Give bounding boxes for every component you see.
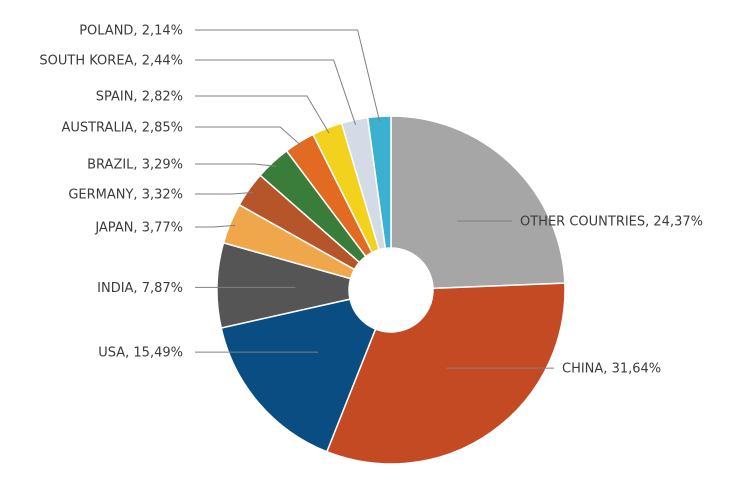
leader-line-poland bbox=[195, 29, 381, 122]
leader-line-south-korea bbox=[195, 59, 357, 126]
label-other-countries: OTHER COUNTRIES, 24,37% bbox=[520, 215, 703, 230]
label-china: CHINA, 31,64% bbox=[562, 362, 661, 377]
label-spain: SPAIN, 2,82% bbox=[96, 90, 183, 105]
label-india: INDIA, 7,87% bbox=[97, 281, 183, 296]
label-germany: GERMANY, 3,32% bbox=[68, 188, 183, 203]
label-brazil: BRAZIL, 3,29% bbox=[87, 158, 183, 173]
slices-group bbox=[216, 115, 566, 465]
leader-line-japan bbox=[195, 224, 236, 228]
label-south-korea: SOUTH KOREA, 2,44% bbox=[39, 54, 183, 69]
leader-line-germany bbox=[195, 192, 254, 195]
leader-line-brazil bbox=[195, 163, 277, 167]
leader-line-australia bbox=[195, 126, 303, 147]
labels-group: OTHER COUNTRIES, 24,37% CHINA, 31,64% USA,… bbox=[39, 24, 703, 377]
leader-line-spain bbox=[195, 95, 330, 134]
label-japan: JAPAN, 3,77% bbox=[94, 221, 183, 236]
slice-usa bbox=[220, 298, 377, 453]
label-australia: AUSTRALIA, 2,85% bbox=[61, 121, 183, 136]
slice-other-countries bbox=[390, 115, 566, 290]
label-poland: POLAND, 2,14% bbox=[79, 24, 183, 39]
slice-poland bbox=[366, 115, 392, 250]
label-usa: USA, 15,49% bbox=[98, 346, 183, 361]
slice-china bbox=[325, 282, 566, 465]
leader-lines-group bbox=[195, 29, 554, 369]
